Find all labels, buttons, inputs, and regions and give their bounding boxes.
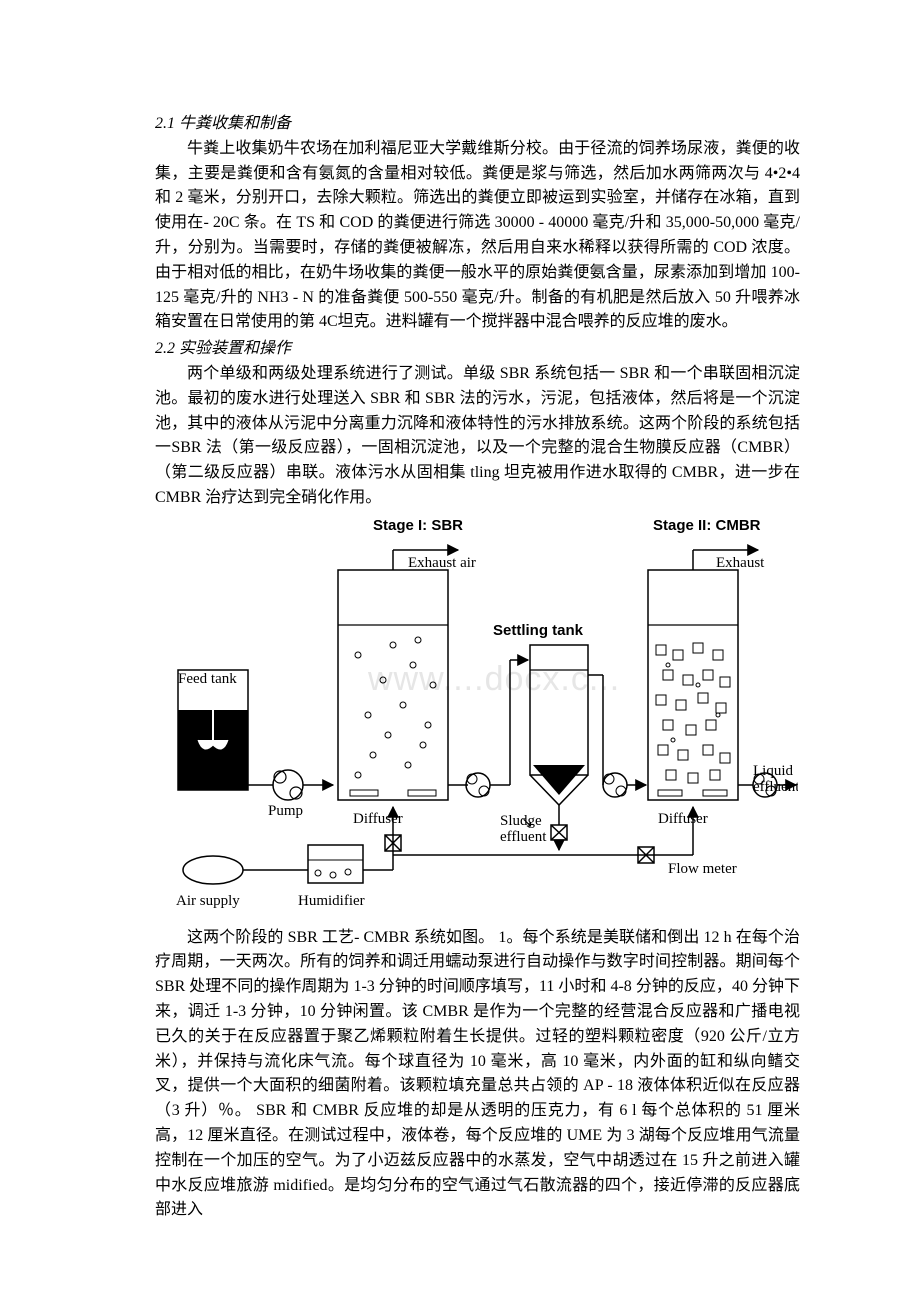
stage1-label: Stage I: SBR [373,517,463,534]
sludge-label-2: effluent [500,829,547,845]
section-2-1-heading: 2.1 牛粪收集和制备 [155,112,800,137]
humidifier-label: Humidifier [298,893,365,909]
exhaust-air-label: Exhaust air [408,555,476,571]
air-supply: Air supply Humidifier Flow meter [176,807,737,909]
pump-4: Liquid effluent [738,763,798,797]
watermark-text: www....docx.c... [367,660,620,698]
exhaust-label: Exhaust [716,555,765,571]
liquid-effluent-2: effluent [753,779,798,795]
stage2-label: Stage II: CMBR [653,517,761,534]
diffuser-label-2: Diffuser [658,811,708,827]
section-2-2-heading: 2.2 实验装置和操作 [155,337,800,362]
diagram-svg: www....docx.c... Stage I: SBR Stage II: … [158,515,798,915]
air-supply-label: Air supply [176,893,240,909]
section-2-2-body-1: 两个单级和两级处理系统进行了测试。单级 SBR 系统包括一 SBR 和一个串联固… [155,362,800,511]
sludge-label-1: Sludge [500,813,542,829]
document-page: 2.1 牛粪收集和制备 牛粪上收集奶牛农场在加利福尼亚大学戴维斯分校。由于径流的… [0,0,920,1303]
liquid-effluent-1: Liquid [753,763,793,779]
settling-tank-label: Settling tank [493,622,584,639]
pump-1: Pump [248,770,333,819]
section-2-2-body-2: 这两个阶段的 SBR 工艺- CMBR 系统如图。 1。每个系统是美联储和倒出 … [155,926,800,1224]
flow-meter-label: Flow meter [668,861,737,877]
diffuser-label-1: Diffuser [353,811,403,827]
feed-tank: Feed tank [178,670,248,790]
pump-label: Pump [268,803,303,819]
section-2-1-body: 牛粪上收集奶牛农场在加利福尼亚大学戴维斯分校。由于径流的饲养场尿液，粪便的收集，… [155,137,800,335]
feed-tank-label: Feed tank [178,671,237,687]
settling-tank: Settling tank ↘ Sludge effluent [493,622,588,850]
process-diagram: www....docx.c... Stage I: SBR Stage II: … [158,515,798,924]
